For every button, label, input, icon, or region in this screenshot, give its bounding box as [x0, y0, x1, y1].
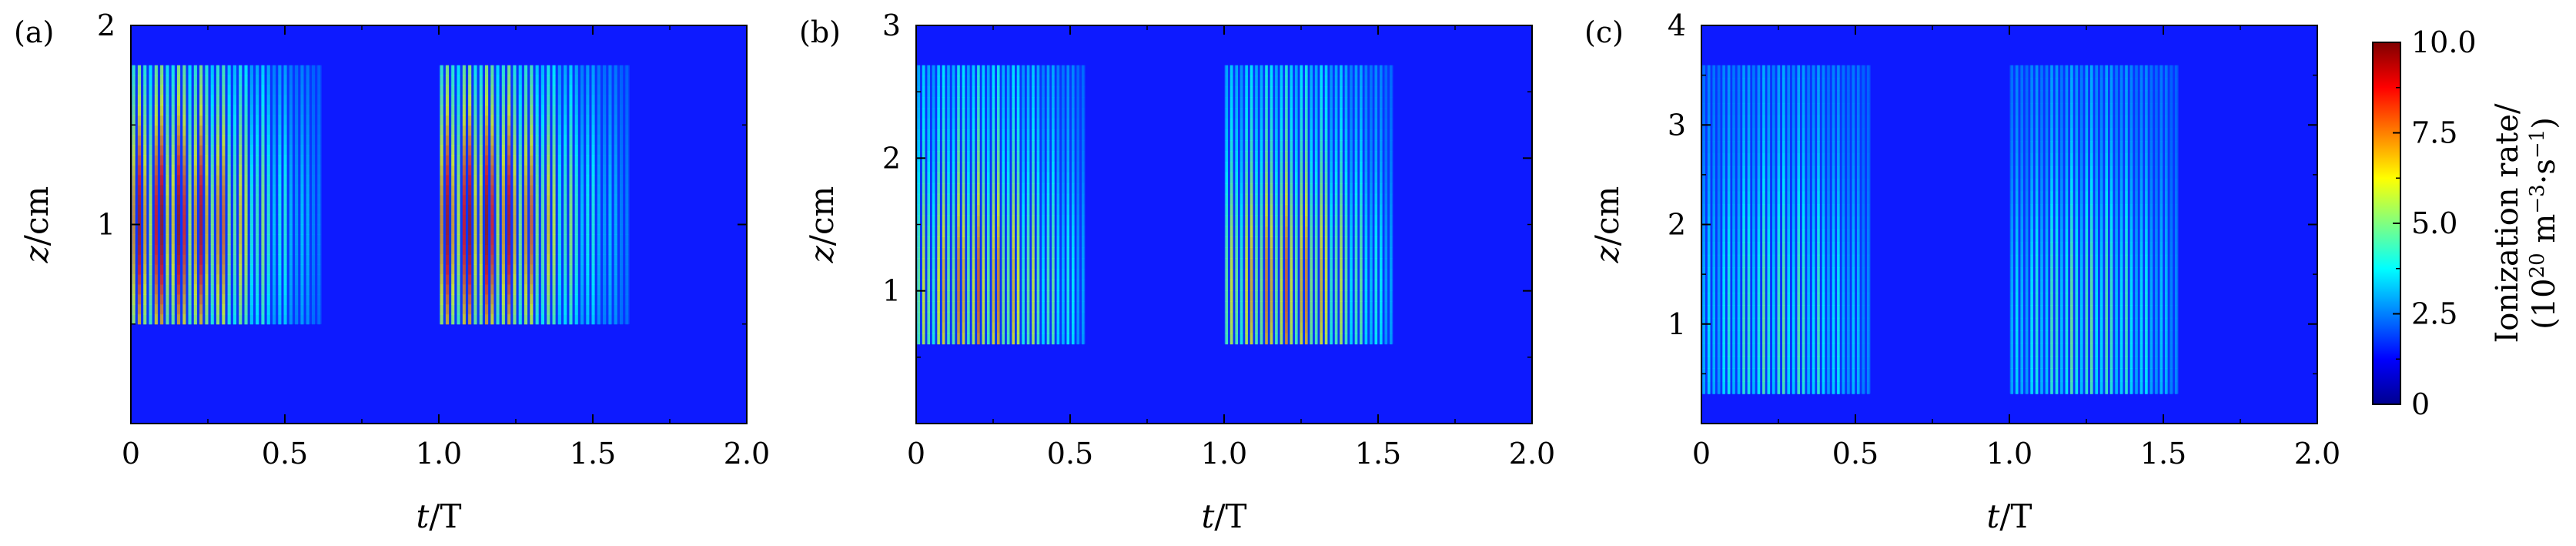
x-tick-label: 2.0 — [2294, 437, 2340, 471]
y-tick-label: 2 — [97, 8, 115, 42]
x-tick-label: 0 — [122, 437, 140, 471]
y-tick-label: 3 — [882, 8, 901, 42]
y-tick-label: 1 — [882, 274, 901, 308]
heatmap-area — [916, 25, 1532, 424]
colorbar-tick-label: 2.5 — [2411, 297, 2457, 331]
heatmap-area — [1701, 25, 2317, 424]
panel-label: (b) — [799, 15, 841, 49]
x-axis-label: t/T — [416, 497, 461, 535]
x-tick-label: 1.5 — [570, 437, 616, 471]
panel-a: 0 0.5 1.0 1.5 2.0 1 2 (a) t/T z/cm — [14, 8, 770, 535]
colorbar-tick-label: 5.0 — [2411, 206, 2457, 240]
x-tick-label: 1.0 — [1986, 437, 2032, 471]
y-tick-label: 2 — [1668, 208, 1686, 242]
ionization-pulse — [131, 65, 322, 325]
x-axis-label: t/T — [1201, 497, 1246, 535]
y-tick-label: 1 — [1668, 307, 1686, 341]
y-tick-label: 4 — [1668, 8, 1686, 42]
colorbar: 0 2.5 5.0 7.5 10.0 Ionization rate/(1020 m−3·… — [2372, 25, 2562, 421]
panel-b: 0 0.5 1.0 1.5 2.0 1 2 3 (b) t/T z/cm — [799, 8, 1555, 535]
x-tick-label: 0.5 — [1047, 437, 1093, 471]
colorbar-tick-label: 0 — [2411, 387, 2430, 421]
heatmap-area — [131, 25, 747, 424]
panel-label: (c) — [1584, 15, 1624, 49]
ionization-pulse — [439, 65, 630, 325]
y-tick-label: 3 — [1668, 108, 1686, 142]
y-tick-label: 1 — [97, 208, 115, 242]
ionization-pulse — [1701, 65, 1871, 394]
x-tick-label: 1.5 — [2140, 437, 2186, 471]
y-axis-label: z/cm — [18, 186, 55, 264]
x-tick-label: 1.5 — [1355, 437, 1401, 471]
panel-c: 0 0.5 1.0 1.5 2.0 1 2 3 4 (c) t/T z/cm — [1584, 8, 2340, 535]
x-tick-label: 2.0 — [1509, 437, 1555, 471]
ionization-pulse — [2009, 65, 2179, 394]
y-axis-label: z/cm — [803, 186, 841, 264]
ionization-pulse — [916, 65, 1086, 345]
y-axis-label: z/cm — [1588, 186, 1626, 264]
y-tick-label: 2 — [882, 141, 901, 175]
colorbar-tick-label: 7.5 — [2411, 116, 2457, 150]
x-tick-label: 0 — [1692, 437, 1711, 471]
x-tick-label: 0.5 — [1832, 437, 1878, 471]
panel-label: (a) — [14, 15, 54, 49]
x-tick-label: 1.0 — [416, 437, 462, 471]
colorbar-tick-label: 10.0 — [2411, 25, 2477, 59]
x-tick-label: 0.5 — [262, 437, 308, 471]
colorbar-label-line2: (1020 m−3·s−1) — [2526, 117, 2562, 330]
x-tick-label: 0 — [907, 437, 925, 471]
x-tick-label: 2.0 — [724, 437, 770, 471]
ionization-pulse — [1224, 65, 1393, 345]
x-tick-label: 1.0 — [1201, 437, 1247, 471]
colorbar-label-line1: Ionization rate/ — [2490, 103, 2525, 343]
x-axis-label: t/T — [1986, 497, 2032, 535]
